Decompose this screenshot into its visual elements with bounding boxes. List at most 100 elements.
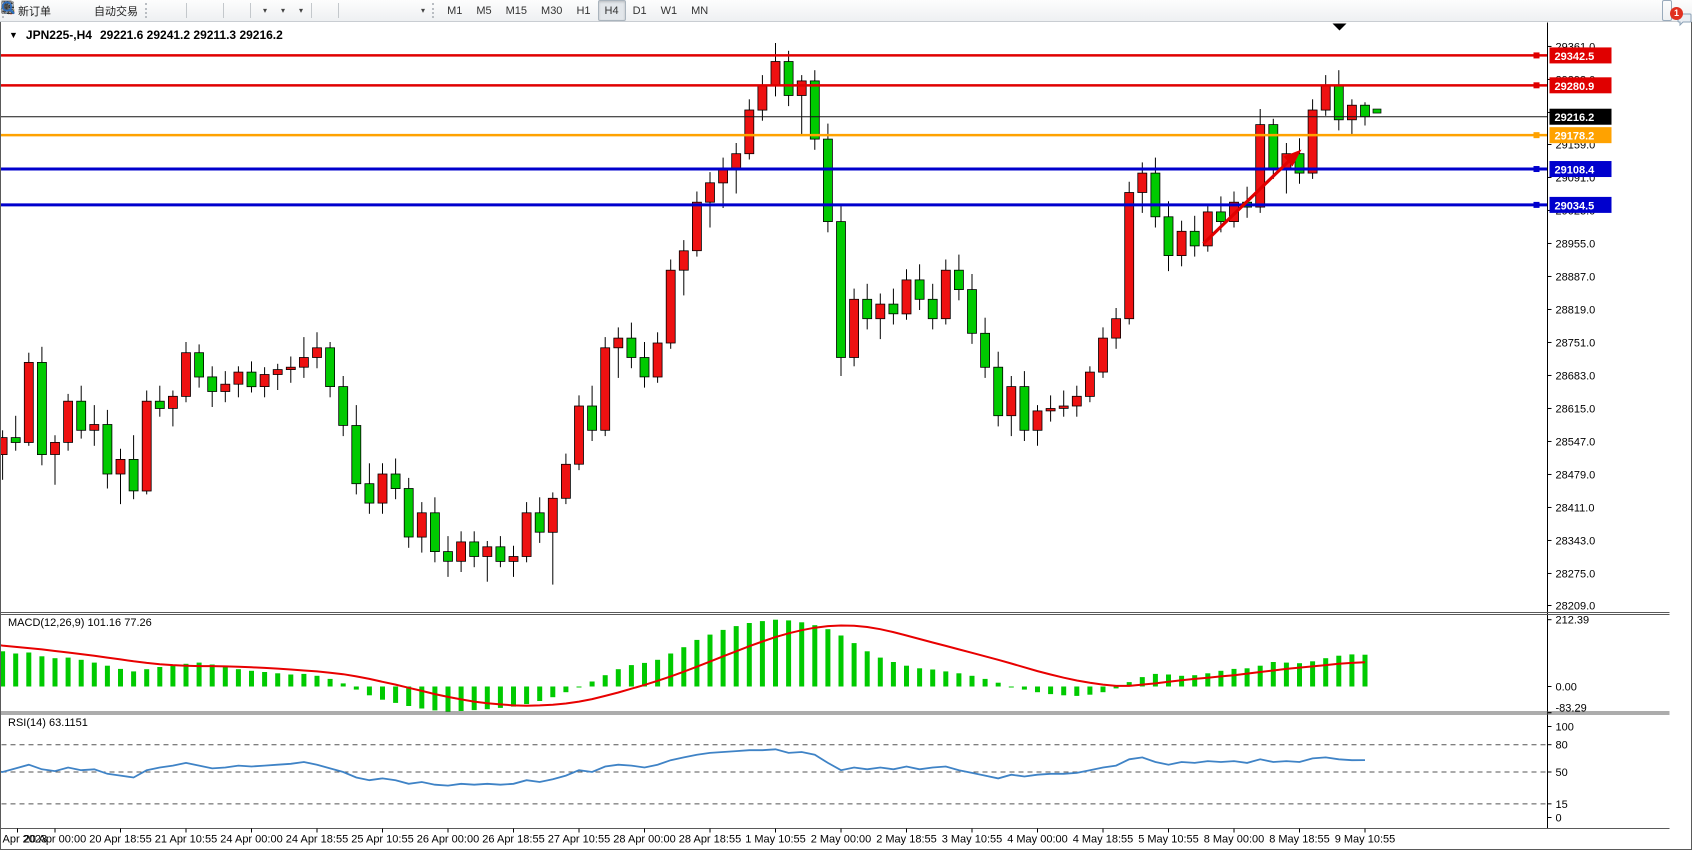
- toolbar-drag-handle[interactable]: [432, 3, 438, 18]
- macd-histogram-bar: [118, 668, 123, 687]
- macd-histogram-bar: [1152, 673, 1158, 687]
- collapse-triangle-icon[interactable]: ▼: [9, 30, 18, 40]
- vertical-line-button[interactable]: [6, 0, 352, 21]
- price-tick-label: 28683.0: [1556, 370, 1596, 382]
- auto-scroll-button[interactable]: [3, 0, 237, 21]
- time-axis-label: 5 May 10:55: [1138, 834, 1199, 846]
- macd-histogram-bar: [1231, 668, 1237, 687]
- virtual-hosting-button[interactable]: [1, 0, 76, 21]
- price-pane[interactable]: [1, 22, 1548, 613]
- toolbar-drag-handle[interactable]: [145, 3, 151, 18]
- zoom-out-button[interactable]: [2, 0, 210, 21]
- macd-histogram-bar: [524, 686, 530, 705]
- rsi-pane[interactable]: [1, 713, 1548, 829]
- signals-button[interactable]: [2, 0, 86, 21]
- new-order-label: 新订单: [18, 5, 51, 18]
- fibonacci-button[interactable]: F: [1, 0, 392, 21]
- autotrading-button[interactable]: 自动交易: [1, 0, 143, 21]
- macd-histogram-bar: [393, 686, 399, 703]
- tile-windows-button[interactable]: [2, 0, 220, 21]
- macd-histogram-bar: [497, 686, 503, 708]
- macd-histogram-bar: [1270, 662, 1276, 687]
- text-label-button[interactable]: T: [1, 0, 412, 21]
- time-axis-label: 24 Apr 00:00: [220, 834, 282, 846]
- macd-histogram-bar: [668, 653, 674, 687]
- macd-histogram-bar: [864, 651, 870, 687]
- level-line-anchor[interactable]: [1533, 201, 1540, 208]
- trend-arrow[interactable]: [1202, 159, 1291, 245]
- macd-histogram-bar: [340, 683, 346, 687]
- chevron-down-icon: ▾: [421, 6, 426, 15]
- macd-histogram-bar: [1362, 654, 1368, 687]
- macd-histogram-bar: [890, 662, 896, 687]
- timeframe-h4-button[interactable]: H4: [597, 0, 626, 21]
- chevron-down-icon: ▾: [263, 6, 268, 15]
- svg-text:T: T: [5, 3, 11, 13]
- text-button[interactable]: A: [3, 0, 402, 21]
- macd-histogram-bar: [131, 671, 137, 687]
- timeframe-m15-button[interactable]: M15: [505, 4, 528, 17]
- rsi-tick-label: 50: [1556, 767, 1568, 779]
- arrows-button[interactable]: ▾: [3, 0, 430, 21]
- templates-button[interactable]: ▾: [1, 0, 308, 21]
- equidistant-channel-button[interactable]: E: [0, 0, 382, 21]
- level-price-text: 29034.5: [1555, 200, 1595, 212]
- timeframe-h1-button[interactable]: H1: [576, 4, 591, 17]
- macd-histogram-bar: [1192, 675, 1198, 687]
- periods-button[interactable]: ▾: [1, 0, 290, 21]
- time-axis-label: 26 Apr 00:00: [417, 834, 479, 846]
- price-tick-label: 28887.0: [1556, 271, 1596, 283]
- macd-histogram-bar: [537, 686, 543, 701]
- macd-signal-line: [1, 624, 1366, 707]
- macd-histogram-bar: [144, 669, 150, 687]
- macd-histogram-bar: [327, 678, 333, 687]
- macd-histogram-bar: [720, 629, 726, 687]
- macd-histogram-bar: [275, 673, 281, 687]
- macd-histogram-bar: [812, 625, 818, 687]
- cursor-button[interactable]: [4, 0, 325, 21]
- crosshair-button[interactable]: [1, 0, 335, 21]
- level-price-box: [1549, 47, 1612, 64]
- candlestick-chart-button[interactable]: [2, 0, 173, 21]
- macd-histogram-bar: [655, 659, 661, 687]
- zoom-in-button[interactable]: [2, 0, 200, 21]
- level-line-anchor[interactable]: [1533, 82, 1540, 89]
- indicators-button[interactable]: ▾: [1, 0, 272, 21]
- level-line-anchor[interactable]: [1533, 166, 1540, 173]
- timeframe-m30-button[interactable]: M30: [541, 4, 563, 17]
- trendline-button[interactable]: [1, 0, 372, 21]
- timeframe-m1-button[interactable]: M1: [447, 4, 463, 17]
- macd-histogram-bar: [930, 669, 936, 687]
- macd-histogram-bar: [589, 681, 595, 687]
- timeframe-m5-button[interactable]: M5: [476, 4, 492, 17]
- market-button[interactable]: [1, 0, 66, 21]
- new-order-button[interactable]: 新订单: [1, 0, 56, 21]
- macd-histogram-bar: [995, 682, 1001, 687]
- rsi-tick-label: 100: [1556, 722, 1574, 734]
- line-chart-button[interactable]: [1, 0, 183, 21]
- rsi-line: [1, 748, 1366, 787]
- trend-arrow-head[interactable]: [1283, 149, 1302, 167]
- horizontal-line-button[interactable]: [1, 0, 362, 21]
- bar-chart-button[interactable]: [3, 0, 163, 21]
- macd-histogram-bar: [65, 657, 71, 687]
- timeframe-w1-button[interactable]: W1: [660, 4, 678, 17]
- price-axis-column[interactable]: [1547, 22, 1672, 829]
- timeframe-d1-button[interactable]: D1: [632, 4, 647, 17]
- level-price-box: [1549, 161, 1612, 178]
- macd-histogram-bar: [786, 620, 792, 687]
- notifications-button[interactable]: 1: [1670, 0, 1692, 26]
- chart-shift-button[interactable]: [3, 0, 247, 21]
- chart-canvas[interactable]: 29361.029293.029225.029159.029091.029023…: [1, 22, 1691, 849]
- macd-histogram-bar: [956, 673, 962, 687]
- chart-window[interactable]: 29361.029293.029225.029159.029091.029023…: [0, 21, 1692, 850]
- macd-histogram-bar: [746, 623, 752, 687]
- price-tick-label: 28479.0: [1556, 469, 1596, 481]
- timeframe-mn-button[interactable]: MN: [691, 4, 709, 17]
- macd-histogram-bar: [511, 686, 516, 707]
- macd-histogram-bar: [1257, 665, 1263, 687]
- level-line-anchor[interactable]: [1533, 52, 1540, 59]
- rsi-name: RSI(14): [8, 717, 46, 729]
- level-line-anchor[interactable]: [1533, 132, 1540, 139]
